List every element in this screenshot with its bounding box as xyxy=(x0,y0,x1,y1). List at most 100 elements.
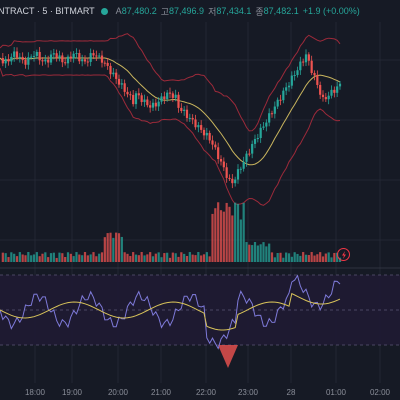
candle-body xyxy=(129,94,132,96)
candle-body xyxy=(10,56,13,62)
candle-body xyxy=(302,61,305,63)
volume-bar xyxy=(81,255,84,262)
candle-body xyxy=(157,101,160,107)
candle-body xyxy=(174,94,177,98)
candle-body xyxy=(248,153,251,155)
candle-body xyxy=(239,168,242,170)
candle-body xyxy=(225,167,228,178)
volume-bar xyxy=(194,255,197,262)
volume-bar xyxy=(276,252,279,262)
volume-bar xyxy=(100,252,104,262)
candle-body xyxy=(98,55,101,57)
volume-bar xyxy=(256,245,259,262)
volume-bar xyxy=(103,237,106,262)
volume-bar xyxy=(4,253,7,262)
candle-body xyxy=(7,58,10,62)
candle-body xyxy=(270,113,274,115)
volume-bar xyxy=(10,252,13,262)
candle-body xyxy=(307,54,310,61)
candle-body xyxy=(293,75,296,77)
volume-bar xyxy=(333,252,336,262)
volume-bar xyxy=(69,253,72,262)
bollinger-basis xyxy=(0,57,341,166)
candle-body xyxy=(285,87,288,91)
volume-bar xyxy=(248,244,251,262)
volume-bar xyxy=(177,256,180,262)
candle-body xyxy=(171,93,174,98)
candle-body xyxy=(310,60,313,73)
candlesticks xyxy=(1,47,342,189)
volume-bar xyxy=(304,254,308,262)
candle-body xyxy=(30,56,33,58)
candle-body xyxy=(78,53,81,62)
candle-body xyxy=(262,126,265,128)
volume-bar xyxy=(200,255,203,262)
candle-body xyxy=(117,78,121,85)
volume-bar xyxy=(242,202,245,262)
legend-bar: NTRACT · 5 · BITMART A 87,480.2 고 87,496… xyxy=(0,0,400,22)
dollar-icon[interactable] xyxy=(337,248,350,261)
volume-bar xyxy=(307,255,310,262)
volume-bar xyxy=(13,253,16,262)
bollinger-upper xyxy=(0,33,341,132)
volume-bar xyxy=(52,252,55,262)
candle-body xyxy=(188,117,191,119)
volume-bar xyxy=(174,253,177,262)
ohlc-close-key: 종 xyxy=(255,6,264,17)
candle-body xyxy=(137,93,140,96)
volume-bar xyxy=(112,237,115,262)
candle-body xyxy=(100,55,104,63)
candle-body xyxy=(120,83,123,85)
candle-body xyxy=(24,59,27,65)
candle-body xyxy=(49,54,53,63)
candle-body xyxy=(296,70,299,76)
candle-body xyxy=(290,75,293,86)
candle-body xyxy=(126,91,129,95)
candle-body xyxy=(123,83,126,92)
volume-bar xyxy=(30,255,33,262)
time-axis-label: 22:00 xyxy=(196,388,217,397)
volume-bar xyxy=(168,257,172,262)
oscillator-pane xyxy=(0,274,400,368)
volume-bar xyxy=(265,246,268,262)
volume-bar xyxy=(38,256,41,262)
volume-bar xyxy=(21,254,24,262)
volume-bar xyxy=(47,257,50,262)
candle-body xyxy=(256,138,259,140)
candle-body xyxy=(316,75,319,85)
volume-bars xyxy=(1,202,342,262)
candle-body xyxy=(236,169,240,180)
volume-bar xyxy=(228,206,231,262)
volume-bar xyxy=(285,252,288,262)
volume-bar xyxy=(236,203,240,262)
volume-bar xyxy=(185,255,189,262)
volume-bar xyxy=(44,252,47,262)
candle-body xyxy=(304,54,308,63)
volume-bar xyxy=(290,256,293,262)
price-change: +1.9 (+0.00%) xyxy=(302,6,360,16)
candle-body xyxy=(242,161,245,169)
candle-body xyxy=(245,153,248,162)
candle-body xyxy=(21,56,24,60)
volume-bar xyxy=(330,257,333,262)
candle-body xyxy=(61,55,64,63)
volume-bar xyxy=(324,253,327,262)
volume-bar xyxy=(293,252,296,262)
volume-bar xyxy=(319,252,322,262)
candle-body xyxy=(143,99,146,103)
volume-bar xyxy=(123,252,126,262)
volume-bar xyxy=(132,252,135,262)
volume-bar xyxy=(83,252,87,262)
volume-bar xyxy=(270,252,274,262)
volume-bar xyxy=(89,254,92,262)
volume-bar xyxy=(205,252,208,262)
candle-body xyxy=(197,125,200,128)
candle-body xyxy=(319,84,322,95)
symbol-label[interactable]: NTRACT · 5 · BITMART xyxy=(0,6,95,16)
candle-body xyxy=(282,90,285,101)
volume-bar xyxy=(58,252,61,262)
ohlc-low-key: 저 xyxy=(208,6,217,17)
volume-bar xyxy=(75,252,78,262)
